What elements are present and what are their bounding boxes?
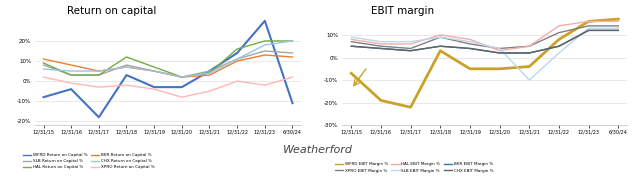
Text: Return on capital: Return on capital (67, 6, 156, 16)
Legend: WFRD Return on Capital %, SLB Return on Capital %, HAL Return on Capital %, BKR : WFRD Return on Capital %, SLB Return on … (21, 151, 156, 171)
Text: EBIT margin: EBIT margin (371, 6, 434, 16)
Text: Weatherford: Weatherford (283, 145, 353, 155)
Legend: WFRD EBIT Margin %, XPRO EBIT Margin %, HAL EBIT Margin %, SLB EBIT Margin %, BK: WFRD EBIT Margin %, XPRO EBIT Margin %, … (333, 161, 495, 174)
